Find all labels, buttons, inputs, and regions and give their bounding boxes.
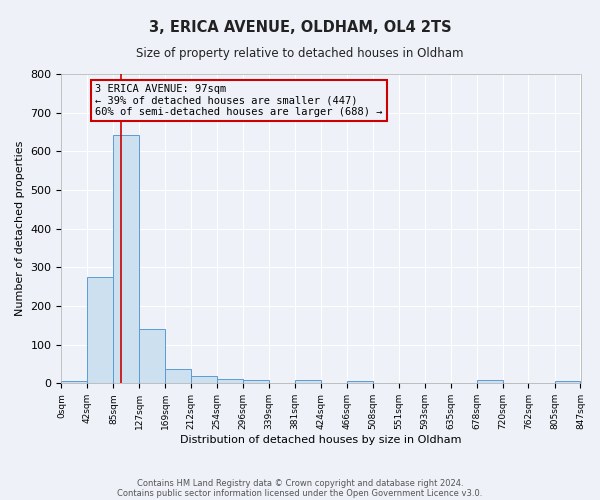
Bar [139, 329, 165, 384]
Bar [347, 382, 373, 384]
Bar [191, 376, 217, 384]
Bar [295, 380, 321, 384]
Bar [217, 378, 243, 384]
X-axis label: Distribution of detached houses by size in Oldham: Distribution of detached houses by size … [180, 435, 462, 445]
Y-axis label: Number of detached properties: Number of detached properties [15, 141, 25, 316]
Text: 3 ERICA AVENUE: 97sqm
← 39% of detached houses are smaller (447)
60% of semi-det: 3 ERICA AVENUE: 97sqm ← 39% of detached … [95, 84, 383, 117]
Bar [555, 382, 580, 384]
Text: Size of property relative to detached houses in Oldham: Size of property relative to detached ho… [136, 48, 464, 60]
Bar [243, 380, 269, 384]
Bar [165, 368, 191, 384]
Bar [61, 382, 87, 384]
Text: 3, ERICA AVENUE, OLDHAM, OL4 2TS: 3, ERICA AVENUE, OLDHAM, OL4 2TS [149, 20, 451, 35]
Bar [477, 380, 503, 384]
Bar [113, 134, 139, 384]
Text: Contains public sector information licensed under the Open Government Licence v3: Contains public sector information licen… [118, 488, 482, 498]
Text: Contains HM Land Registry data © Crown copyright and database right 2024.: Contains HM Land Registry data © Crown c… [137, 478, 463, 488]
Bar [87, 277, 113, 384]
